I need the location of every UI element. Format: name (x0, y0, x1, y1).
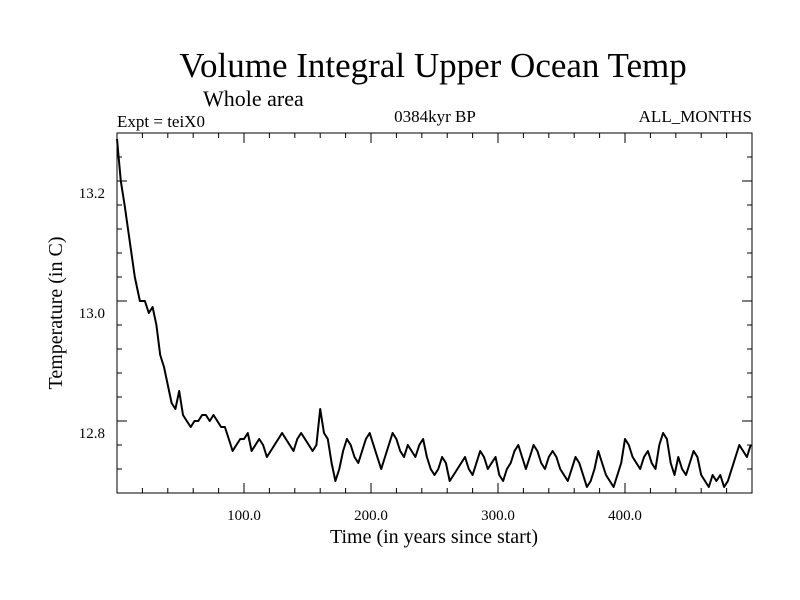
x-axis-label: Time (in years since start) (330, 526, 538, 548)
x-tick-label: 300.0 (481, 508, 515, 524)
period-label: 0384kyr BP (394, 107, 476, 126)
x-tick-label: 400.0 (608, 508, 642, 524)
chart-subtitle: Whole area (203, 86, 304, 111)
y-tick-label: 12.8 (79, 426, 105, 442)
axis-ticks: 100.0 200.0 300.0 400.0 12.8 13.0 13.2 (79, 133, 752, 524)
chart-title: Volume Integral Upper Ocean Temp (179, 46, 686, 85)
x-tick-label: 200.0 (354, 508, 388, 524)
experiment-label: Expt = teiX0 (117, 112, 205, 131)
plot-frame (116, 132, 753, 494)
x-tick-label: 100.0 (227, 508, 261, 524)
temperature-series-line (116, 138, 752, 488)
y-tick-label: 13.2 (79, 186, 105, 202)
y-axis-label: Temperature (in C) (45, 237, 67, 390)
y-tick-label: 13.0 (79, 306, 105, 322)
months-label: ALL_MONTHS (639, 107, 752, 126)
data-series (116, 138, 752, 488)
